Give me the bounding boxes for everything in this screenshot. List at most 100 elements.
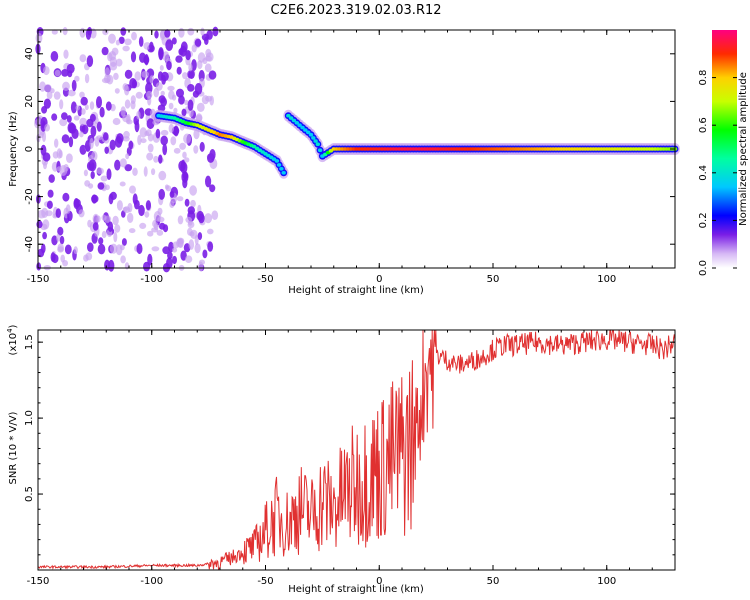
spectrogram-noise-blob	[79, 54, 87, 63]
spectrogram-noise-blob	[104, 67, 111, 78]
spectrogram-noise-blob	[198, 213, 205, 224]
spectrogram-noise-blob	[42, 219, 50, 230]
spectrogram-noise-blob	[104, 74, 111, 83]
spectrogram-noise-blob	[88, 159, 97, 172]
spectrogram-noise-blob	[61, 112, 68, 120]
snr-x-tick-label: 100	[597, 576, 616, 587]
spectrogram-noise-blob	[122, 206, 128, 212]
spectrogram-noise-blob	[134, 71, 142, 81]
spectrogram-noise-blob	[204, 63, 212, 73]
spectrogram-noise-blob	[160, 135, 168, 146]
spectrogram-noise-blob	[50, 252, 56, 263]
spectrogram-noise-blob	[43, 66, 50, 76]
spectrogram-noise-blob	[125, 153, 130, 160]
spectrogram-noise-blob	[167, 251, 173, 260]
spectrogram-noise-blob	[59, 235, 65, 245]
spectrogram-noise-blob	[79, 27, 86, 38]
spectrogram-noise-blob	[164, 29, 171, 38]
spectrogram-noise-blob	[165, 39, 174, 51]
spectrogram-noise-blob	[101, 46, 109, 56]
spectrogram-noise-blob	[176, 66, 182, 75]
spectrogram-noise-blob	[146, 118, 155, 130]
spectrogram-noise-blob	[119, 181, 126, 187]
spectrogram-noise-blob	[136, 243, 143, 255]
spectrogram-y-tick-label: 40	[24, 47, 35, 60]
spectrogram-noise-blob	[122, 83, 129, 91]
spectrogram-noise-blob	[157, 71, 164, 81]
spectrogram-noise-blob	[36, 262, 42, 271]
spectrogram-y-label: Frequency (Hz)	[8, 111, 19, 187]
spectrogram-noise-blob	[201, 33, 210, 41]
spectrogram-noise-blob	[119, 158, 127, 168]
spectrogram-noise-blob	[113, 231, 118, 243]
colorbar: 0.0 0.2 0.4 0.6 0.8 Normalized spectral ampl…	[698, 30, 749, 276]
spectrogram-noise-blob	[121, 238, 127, 246]
spectrogram-noise-blob	[120, 106, 126, 117]
spectrogram-noise-blob	[170, 136, 177, 146]
spectrogram-noise-blob	[182, 151, 187, 159]
spectrogram-noise-blob	[100, 175, 108, 182]
spectrogram-noise-blob	[73, 198, 80, 210]
spectrogram-noise-blob	[127, 202, 133, 213]
colorbar-tick-label: 0.0	[698, 260, 709, 276]
spectrogram-noise-blob	[68, 123, 77, 134]
spectrogram-noise-blob	[156, 229, 164, 236]
spectrogram-trace-core	[308, 132, 314, 137]
spectrogram-noise-blob	[105, 184, 110, 191]
svg-text:(x104): (x104)	[6, 324, 19, 355]
spectrogram-noise-blob	[184, 255, 193, 263]
spectrogram-noise-blob	[66, 115, 72, 123]
spectrogram-noise-blob	[96, 121, 102, 132]
spectrogram-noise-blob	[96, 167, 104, 175]
spectrogram-noise-blob	[187, 84, 195, 92]
spectrogram-noise-blob	[97, 243, 106, 255]
spectrogram-trace-core	[288, 116, 294, 120]
spectrogram-noise-blob	[56, 233, 61, 242]
spectrogram-noise-blob	[160, 90, 165, 96]
spectrogram-noise-blob	[35, 32, 43, 44]
spectrogram-noise-blob	[119, 244, 125, 251]
spectrogram-noise-blob	[51, 113, 58, 121]
spectrogram-noise-blob	[44, 84, 52, 93]
spectrogram-noise-blob	[209, 184, 216, 193]
snr-y-exponent: (x104)	[6, 324, 19, 355]
spectrogram-noise-blob	[176, 88, 184, 98]
spectrogram-noise-blob	[114, 159, 121, 171]
spectrogram-noise-blob	[101, 214, 107, 221]
spectrogram-noise-blob	[80, 108, 86, 115]
spectrogram-noise-blob	[197, 232, 203, 241]
spectrogram-trace-core	[294, 121, 299, 125]
snr-panel: -150 -100 -50 0 50 100 0.5 1.0 1.5 Height of st…	[6, 324, 676, 595]
spectrogram-noise-blob	[78, 209, 85, 218]
spectrogram-noise-blob	[108, 259, 115, 272]
spectrogram-noise-blob	[114, 224, 121, 233]
spectrogram-noise-blob	[158, 47, 164, 59]
spectrogram-y-tick-label: 20	[24, 95, 35, 108]
spectrogram-noise-blob	[79, 91, 85, 99]
spectrogram-noise-blob	[201, 95, 209, 105]
spectrogram-noise-blob	[168, 123, 174, 133]
spectrogram-noise-blob	[123, 130, 130, 139]
spectrogram-noise-blob	[124, 38, 132, 46]
spectrogram-noise-blob	[128, 228, 136, 234]
snr-x-tick-label: -100	[140, 576, 163, 587]
spectrogram-noise-blob	[63, 49, 69, 59]
snr-x-ticks: -150 -100 -50 0 50 100	[27, 330, 676, 587]
spectrogram-noise-blob	[162, 246, 170, 255]
spectrogram-noise-blob	[120, 27, 127, 36]
spectrogram-noise-blob	[92, 213, 100, 224]
spectrogram-noise-blob	[53, 91, 61, 100]
spectrogram-noise-blob	[85, 28, 92, 40]
spectrogram-x-tick-label: 100	[597, 274, 616, 285]
spectrogram-noise-blob	[194, 243, 201, 254]
spectrogram-noise-blob	[79, 117, 88, 127]
spectrogram-noise-blob	[182, 172, 188, 180]
spectrogram-noise-blob	[62, 81, 70, 92]
spectrogram-noise-blob	[171, 247, 178, 253]
spectrogram-noise-blob	[108, 51, 117, 61]
spectrogram-trace-core	[279, 167, 284, 171]
spectrogram-x-tick-label: 0	[376, 274, 382, 285]
spectrogram-noise-blob	[187, 27, 195, 36]
spectrogram-trace-core	[291, 118, 297, 123]
spectrogram-noise-blob	[178, 95, 185, 105]
